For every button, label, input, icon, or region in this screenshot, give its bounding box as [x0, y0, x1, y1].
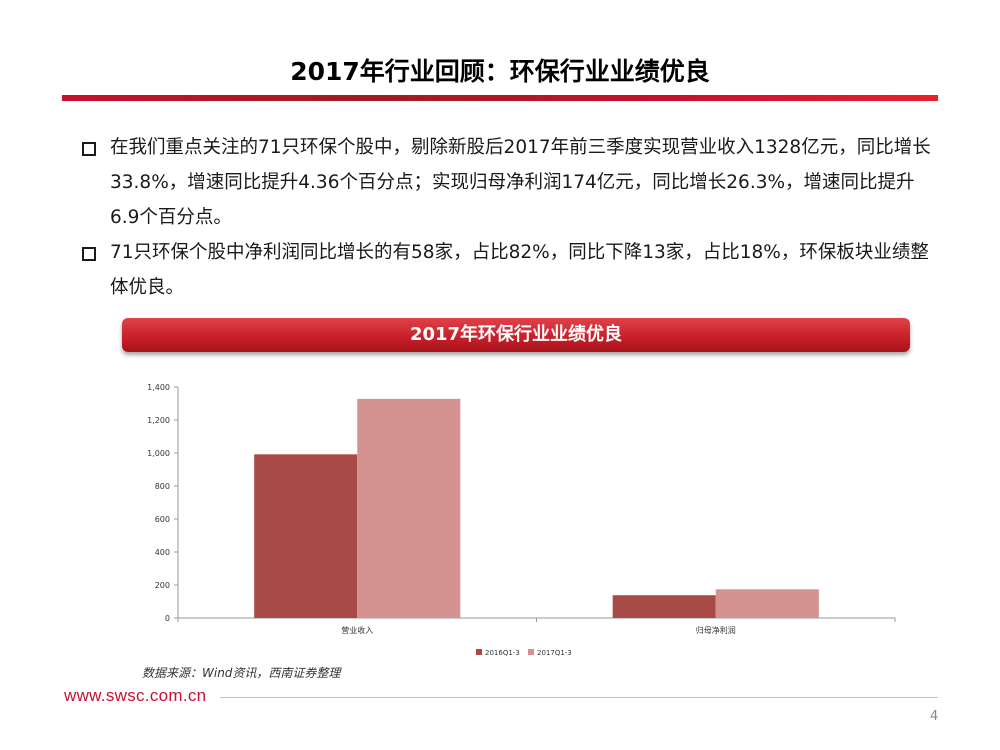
source-note: 数据来源：Wind资讯，西南证券整理	[142, 666, 341, 680]
chart-banner: 2017年环保行业业绩优良	[122, 318, 910, 352]
page-number: 4	[930, 709, 939, 724]
x-tick-label: 归母净利润	[696, 625, 736, 635]
bullet-text: 71只环保个股中净利润同比增长的有58家，占比82%，同比下降13家，占比18%…	[110, 242, 929, 298]
slide-title: 2017年行业回顾：环保行业业绩优良	[290, 57, 710, 86]
x-tick-label: 营业收入	[341, 625, 373, 635]
legend-swatch	[476, 649, 482, 655]
square-bullet-icon	[82, 247, 96, 261]
square-bullet-icon	[82, 142, 96, 156]
legend-label: 2016Q1-3	[485, 649, 520, 657]
y-tick-label: 400	[155, 548, 170, 557]
y-tick-label: 0	[165, 614, 170, 623]
bullet-item: 在我们重点关注的71只环保个股中，剔除新股后2017年前三季度实现营业收入132…	[82, 130, 942, 235]
bar	[254, 454, 358, 618]
y-tick-label: 800	[155, 482, 170, 491]
website-link[interactable]: www.swsc.com.cn	[64, 686, 207, 705]
y-tick-label: 200	[155, 581, 170, 590]
footer-divider	[220, 697, 938, 698]
title-divider	[62, 95, 938, 101]
legend-label: 2017Q1-3	[537, 649, 572, 657]
bullet-list: 在我们重点关注的71只环保个股中，剔除新股后2017年前三季度实现营业收入132…	[82, 130, 942, 305]
bar	[715, 589, 819, 618]
bullet-item: 71只环保个股中净利润同比增长的有58家，占比82%，同比下降13家，占比18%…	[82, 235, 942, 305]
y-tick-label: 1,200	[147, 416, 170, 425]
y-tick-label: 600	[155, 515, 170, 524]
bar	[357, 398, 461, 618]
bullet-text: 在我们重点关注的71只环保个股中，剔除新股后2017年前三季度实现营业收入132…	[110, 137, 931, 228]
legend-swatch	[528, 649, 534, 655]
bar	[612, 595, 716, 618]
y-tick-label: 1,400	[147, 383, 170, 392]
y-tick-label: 1,000	[147, 449, 170, 458]
